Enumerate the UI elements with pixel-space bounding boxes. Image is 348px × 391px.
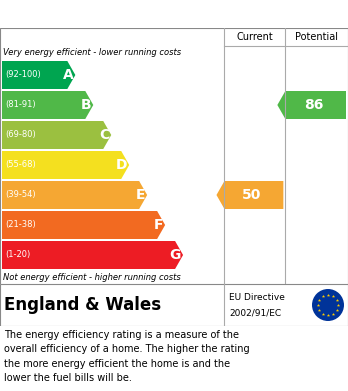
Polygon shape xyxy=(2,241,183,269)
Text: 50: 50 xyxy=(242,188,262,202)
Text: F: F xyxy=(153,218,163,232)
Circle shape xyxy=(312,289,344,321)
Text: The energy efficiency rating is a measure of the
overall efficiency of a home. T: The energy efficiency rating is a measur… xyxy=(4,330,250,383)
Text: (1-20): (1-20) xyxy=(5,251,30,260)
Text: 2002/91/EC: 2002/91/EC xyxy=(229,308,282,317)
Polygon shape xyxy=(216,181,283,209)
Polygon shape xyxy=(2,91,93,119)
Text: (21-38): (21-38) xyxy=(5,221,36,230)
Text: G: G xyxy=(170,248,181,262)
Text: England & Wales: England & Wales xyxy=(4,296,161,314)
Text: D: D xyxy=(116,158,127,172)
Polygon shape xyxy=(277,91,346,119)
Polygon shape xyxy=(2,151,129,179)
Text: (69-80): (69-80) xyxy=(5,131,36,140)
Text: (92-100): (92-100) xyxy=(5,70,41,79)
Text: (39-54): (39-54) xyxy=(5,190,35,199)
Text: Current: Current xyxy=(237,32,273,42)
Text: Potential: Potential xyxy=(295,32,338,42)
Text: Not energy efficient - higher running costs: Not energy efficient - higher running co… xyxy=(3,273,181,282)
Polygon shape xyxy=(2,121,111,149)
Polygon shape xyxy=(2,181,147,209)
Text: (55-68): (55-68) xyxy=(5,160,36,170)
Text: Very energy efficient - lower running costs: Very energy efficient - lower running co… xyxy=(3,48,181,57)
Polygon shape xyxy=(2,211,165,239)
Polygon shape xyxy=(2,61,75,89)
Text: A: A xyxy=(63,68,73,82)
Text: B: B xyxy=(81,98,91,112)
Text: EU Directive: EU Directive xyxy=(229,293,285,302)
Text: E: E xyxy=(136,188,145,202)
Text: (81-91): (81-91) xyxy=(5,100,35,109)
Text: 86: 86 xyxy=(304,98,323,112)
Text: Energy Efficiency Rating: Energy Efficiency Rating xyxy=(10,7,213,22)
Text: C: C xyxy=(99,128,109,142)
